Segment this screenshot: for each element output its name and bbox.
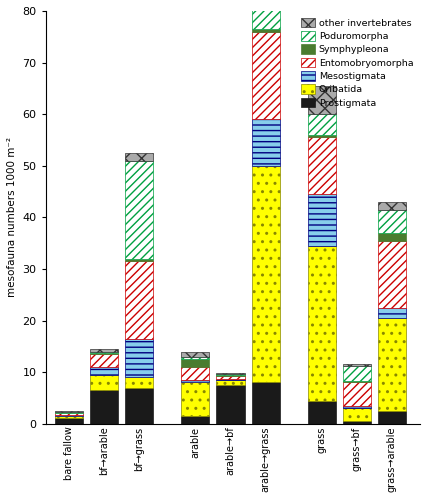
Bar [55,418,83,424]
Bar [251,166,279,383]
Bar [90,367,118,375]
Bar [377,241,405,308]
Bar [90,351,118,353]
Bar [90,349,118,351]
Bar [307,401,335,424]
Bar [90,390,118,424]
Bar [55,415,83,416]
Bar [342,381,370,383]
Bar [251,0,279,29]
Bar [55,414,83,415]
Bar [90,353,118,354]
Bar [181,416,209,424]
Bar [216,380,244,385]
Bar [125,377,153,388]
Bar [216,373,244,374]
Bar [342,421,370,424]
Bar [125,258,153,261]
Bar [251,383,279,424]
Bar [216,375,244,376]
Bar [216,374,244,375]
Bar [216,379,244,380]
Bar [216,376,244,379]
Bar [125,153,153,161]
Legend: other invertebrates, Poduromorpha, Symphypleona, Entomobryomorpha, Mesostigmata,: other invertebrates, Poduromorpha, Symph… [298,15,414,109]
Bar [90,354,118,367]
Bar [181,357,209,359]
Bar [342,408,370,421]
Bar [181,380,209,383]
Bar [55,416,83,418]
Bar [90,375,118,390]
Bar [377,210,405,233]
Bar [307,86,335,114]
Bar [307,246,335,401]
Bar [377,411,405,424]
Bar [307,194,335,246]
Bar [342,406,370,408]
Bar [216,385,244,424]
Bar [125,339,153,377]
Bar [125,261,153,339]
Bar [307,135,335,137]
Bar [377,308,405,318]
Bar [251,31,279,119]
Bar [342,383,370,406]
Bar [342,366,370,381]
Y-axis label: mesofauna numbers 1000 m⁻²: mesofauna numbers 1000 m⁻² [7,137,17,297]
Bar [307,137,335,194]
Bar [181,367,209,380]
Bar [55,411,83,413]
Bar [181,383,209,416]
Bar [342,364,370,366]
Bar [125,388,153,424]
Bar [377,233,405,241]
Bar [377,202,405,210]
Bar [181,351,209,357]
Bar [251,119,279,166]
Bar [251,29,279,31]
Bar [377,318,405,411]
Bar [307,114,335,135]
Bar [55,413,83,414]
Bar [125,161,153,258]
Bar [181,359,209,367]
